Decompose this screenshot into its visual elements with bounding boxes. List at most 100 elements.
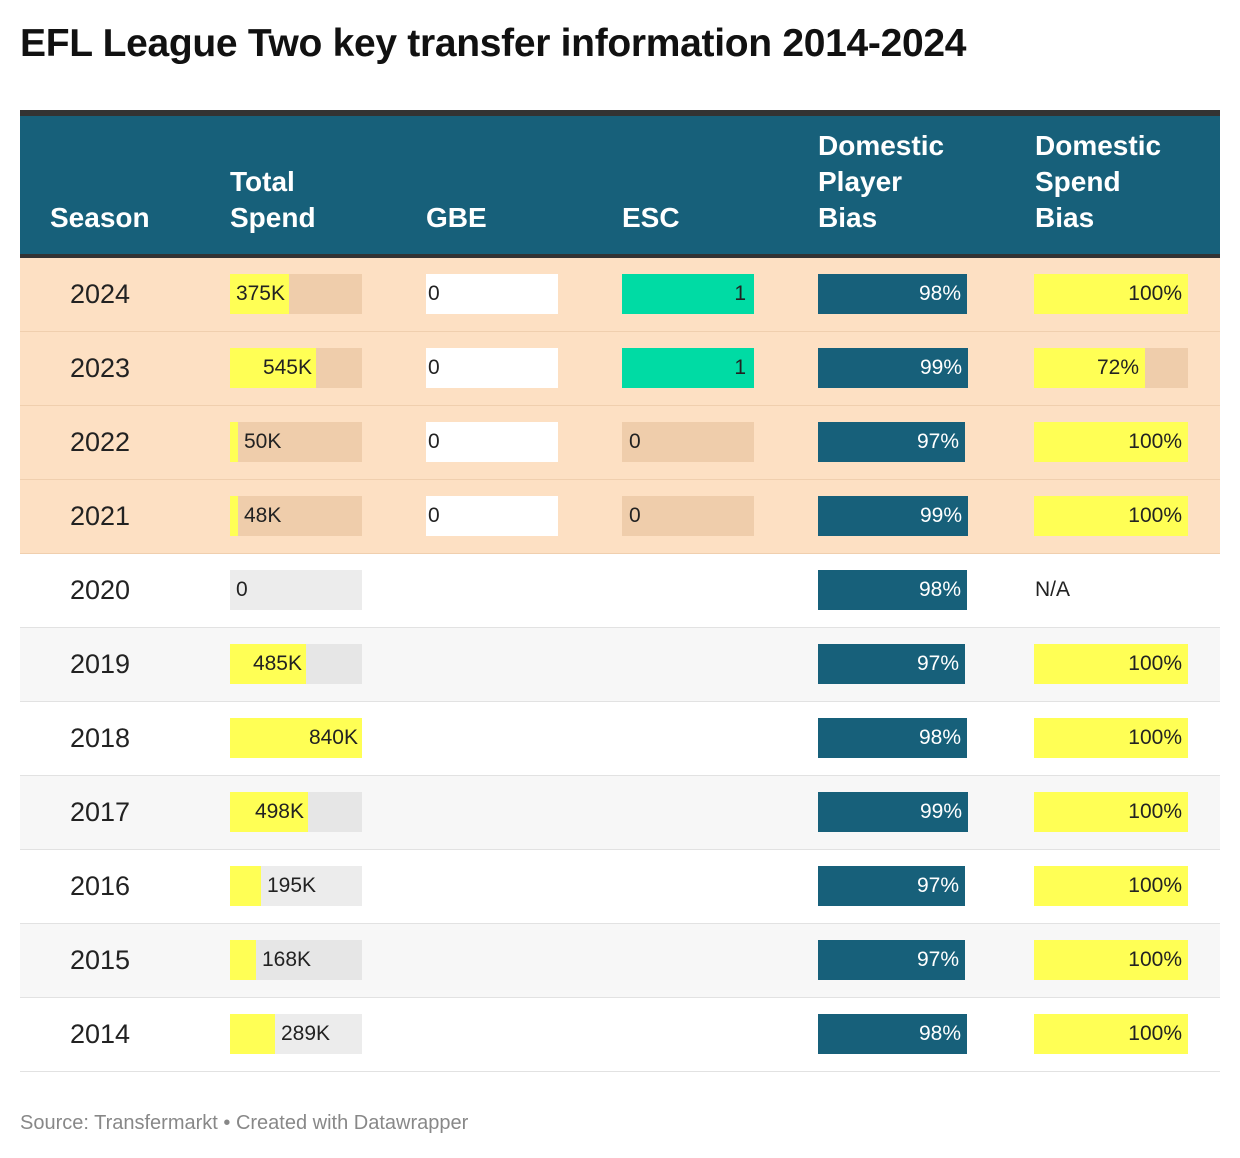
gbe-value: 0	[428, 504, 440, 527]
player-bias-value: 97%	[916, 948, 959, 971]
spend-bias-bar: 100%	[1034, 1014, 1188, 1054]
spend-bias-cell: 100%	[1034, 274, 1188, 314]
player-bias-bar: 97%	[818, 940, 970, 980]
header-player-bias-line-2: Player	[818, 166, 903, 197]
player-bias-value: 98%	[918, 726, 961, 749]
total-spend-track	[230, 570, 362, 610]
esc-cell: 1	[622, 348, 754, 388]
esc-box: 0	[622, 422, 754, 462]
table-row[interactable]: 2019 485K 97% 100%	[20, 628, 1220, 702]
spend-bias-value: 100%	[1128, 874, 1182, 897]
table-row[interactable]: 2021 48K 0 0 99% 100%	[20, 480, 1220, 554]
header-esc[interactable]: ESC	[622, 200, 680, 236]
player-bias-cell: 97%	[818, 940, 970, 980]
total-spend-bar: 375K	[230, 274, 362, 314]
spend-bias-fill	[1034, 1014, 1188, 1054]
header-total-spend-line-1: Total	[230, 166, 295, 197]
player-bias-value: 99%	[919, 356, 962, 379]
table-row[interactable]: 2024 375K 0 1 98% 100%	[20, 258, 1220, 332]
spend-bias-bar: 100%	[1034, 866, 1188, 906]
total-spend-value: 168K	[262, 948, 312, 971]
spend-bias-value: 100%	[1128, 430, 1182, 453]
gbe-box: 0	[426, 496, 558, 536]
total-spend-cell: 195K	[230, 866, 362, 906]
player-bias-fill	[818, 570, 967, 610]
spend-bias-bar: 100%	[1034, 644, 1188, 684]
spend-bias-value: 100%	[1128, 282, 1182, 305]
total-spend-value: 498K	[254, 800, 304, 823]
player-bias-bar: 99%	[818, 496, 970, 536]
esc-box: 0	[622, 496, 754, 536]
spend-bias-fill	[1034, 422, 1188, 462]
spend-bias-cell: 72%	[1034, 348, 1188, 388]
total-spend-fill	[230, 348, 316, 388]
spend-bias-value: 100%	[1128, 726, 1182, 749]
spend-bias-value: 100%	[1128, 652, 1182, 675]
player-bias-bar: 98%	[818, 1014, 970, 1054]
player-bias-fill	[818, 644, 965, 684]
table-row[interactable]: 2016 195K 97% 100%	[20, 850, 1220, 924]
player-bias-value: 97%	[916, 874, 959, 897]
player-bias-cell: 98%	[818, 274, 970, 314]
header-season[interactable]: Season	[50, 200, 150, 236]
total-spend-fill	[230, 274, 289, 314]
player-bias-cell: 99%	[818, 792, 970, 832]
player-bias-fill	[818, 940, 965, 980]
transfer-table: Season Total Spend GBE ESC Domestic Play…	[20, 110, 1220, 1072]
total-spend-bar: 485K	[230, 644, 362, 684]
header-domestic-spend-bias[interactable]: Domestic Spend Bias	[1035, 128, 1161, 236]
esc-value: 1	[734, 356, 746, 379]
spend-bias-fill	[1034, 496, 1188, 536]
player-bias-bar: 97%	[818, 644, 970, 684]
player-bias-bar: 99%	[818, 348, 970, 388]
player-bias-bar: 98%	[818, 274, 970, 314]
total-spend-value: 0	[236, 578, 248, 601]
player-bias-value: 97%	[916, 652, 959, 675]
player-bias-bar: 98%	[818, 718, 970, 758]
total-spend-fill	[230, 644, 306, 684]
spend-bias-fill	[1034, 718, 1188, 758]
total-spend-value: 485K	[252, 652, 302, 675]
total-spend-value: 48K	[244, 504, 282, 527]
total-spend-cell: 168K	[230, 940, 362, 980]
total-spend-value: 195K	[267, 874, 317, 897]
total-spend-value: 50K	[244, 430, 282, 453]
total-spend-cell: 375K	[230, 274, 362, 314]
spend-bias-cell: 100%	[1034, 866, 1188, 906]
table-row[interactable]: 2018 840K 98% 100%	[20, 702, 1220, 776]
table-body: 2024 375K 0 1 98% 100% 2023 545K 0 1 99% 72% 2022 50K…	[20, 258, 1220, 1072]
table-row[interactable]: 2015 168K 97% 100%	[20, 924, 1220, 998]
esc-cell: 0	[622, 496, 754, 536]
table-row[interactable]: 2014 289K 98% 100%	[20, 998, 1220, 1072]
season-cell: 2015	[70, 945, 131, 975]
gbe-cell: 0	[426, 274, 558, 314]
header-domestic-player-bias[interactable]: Domestic Player Bias	[818, 128, 944, 236]
player-bias-cell: 98%	[818, 718, 970, 758]
header-total-spend[interactable]: Total Spend	[230, 164, 316, 236]
spend-bias-cell: 100%	[1034, 792, 1188, 832]
spend-bias-value: 72%	[1096, 356, 1139, 379]
season-cell: 2023	[70, 353, 131, 383]
table-row[interactable]: 2022 50K 0 0 97% 100%	[20, 406, 1220, 480]
spend-bias-value: 100%	[1128, 800, 1182, 823]
esc-cell: 0	[622, 422, 754, 462]
player-bias-bar: 97%	[818, 422, 970, 462]
esc-value: 0	[629, 430, 641, 453]
chart-title: EFL League Two key transfer information …	[20, 22, 967, 65]
spend-bias-cell: 100%	[1034, 718, 1188, 758]
header-gbe[interactable]: GBE	[426, 200, 487, 236]
total-spend-cell: 48K	[230, 496, 362, 536]
table-row[interactable]: 2020 0 98% N/A	[20, 554, 1220, 628]
spend-bias-bar: 100%	[1034, 792, 1188, 832]
season-cell: 2014	[70, 1019, 131, 1049]
table-row[interactable]: 2023 545K 0 1 99% 72%	[20, 332, 1220, 406]
table-row[interactable]: 2017 498K 99% 100%	[20, 776, 1220, 850]
total-spend-fill	[230, 422, 238, 462]
total-spend-value: 375K	[235, 282, 285, 305]
spend-bias-cell: 100%	[1034, 1014, 1188, 1054]
spend-bias-cell: 100%	[1034, 422, 1188, 462]
total-spend-track	[230, 422, 362, 462]
total-spend-value: 289K	[281, 1022, 331, 1045]
spend-bias-fill	[1034, 792, 1188, 832]
total-spend-value: 545K	[262, 356, 312, 379]
